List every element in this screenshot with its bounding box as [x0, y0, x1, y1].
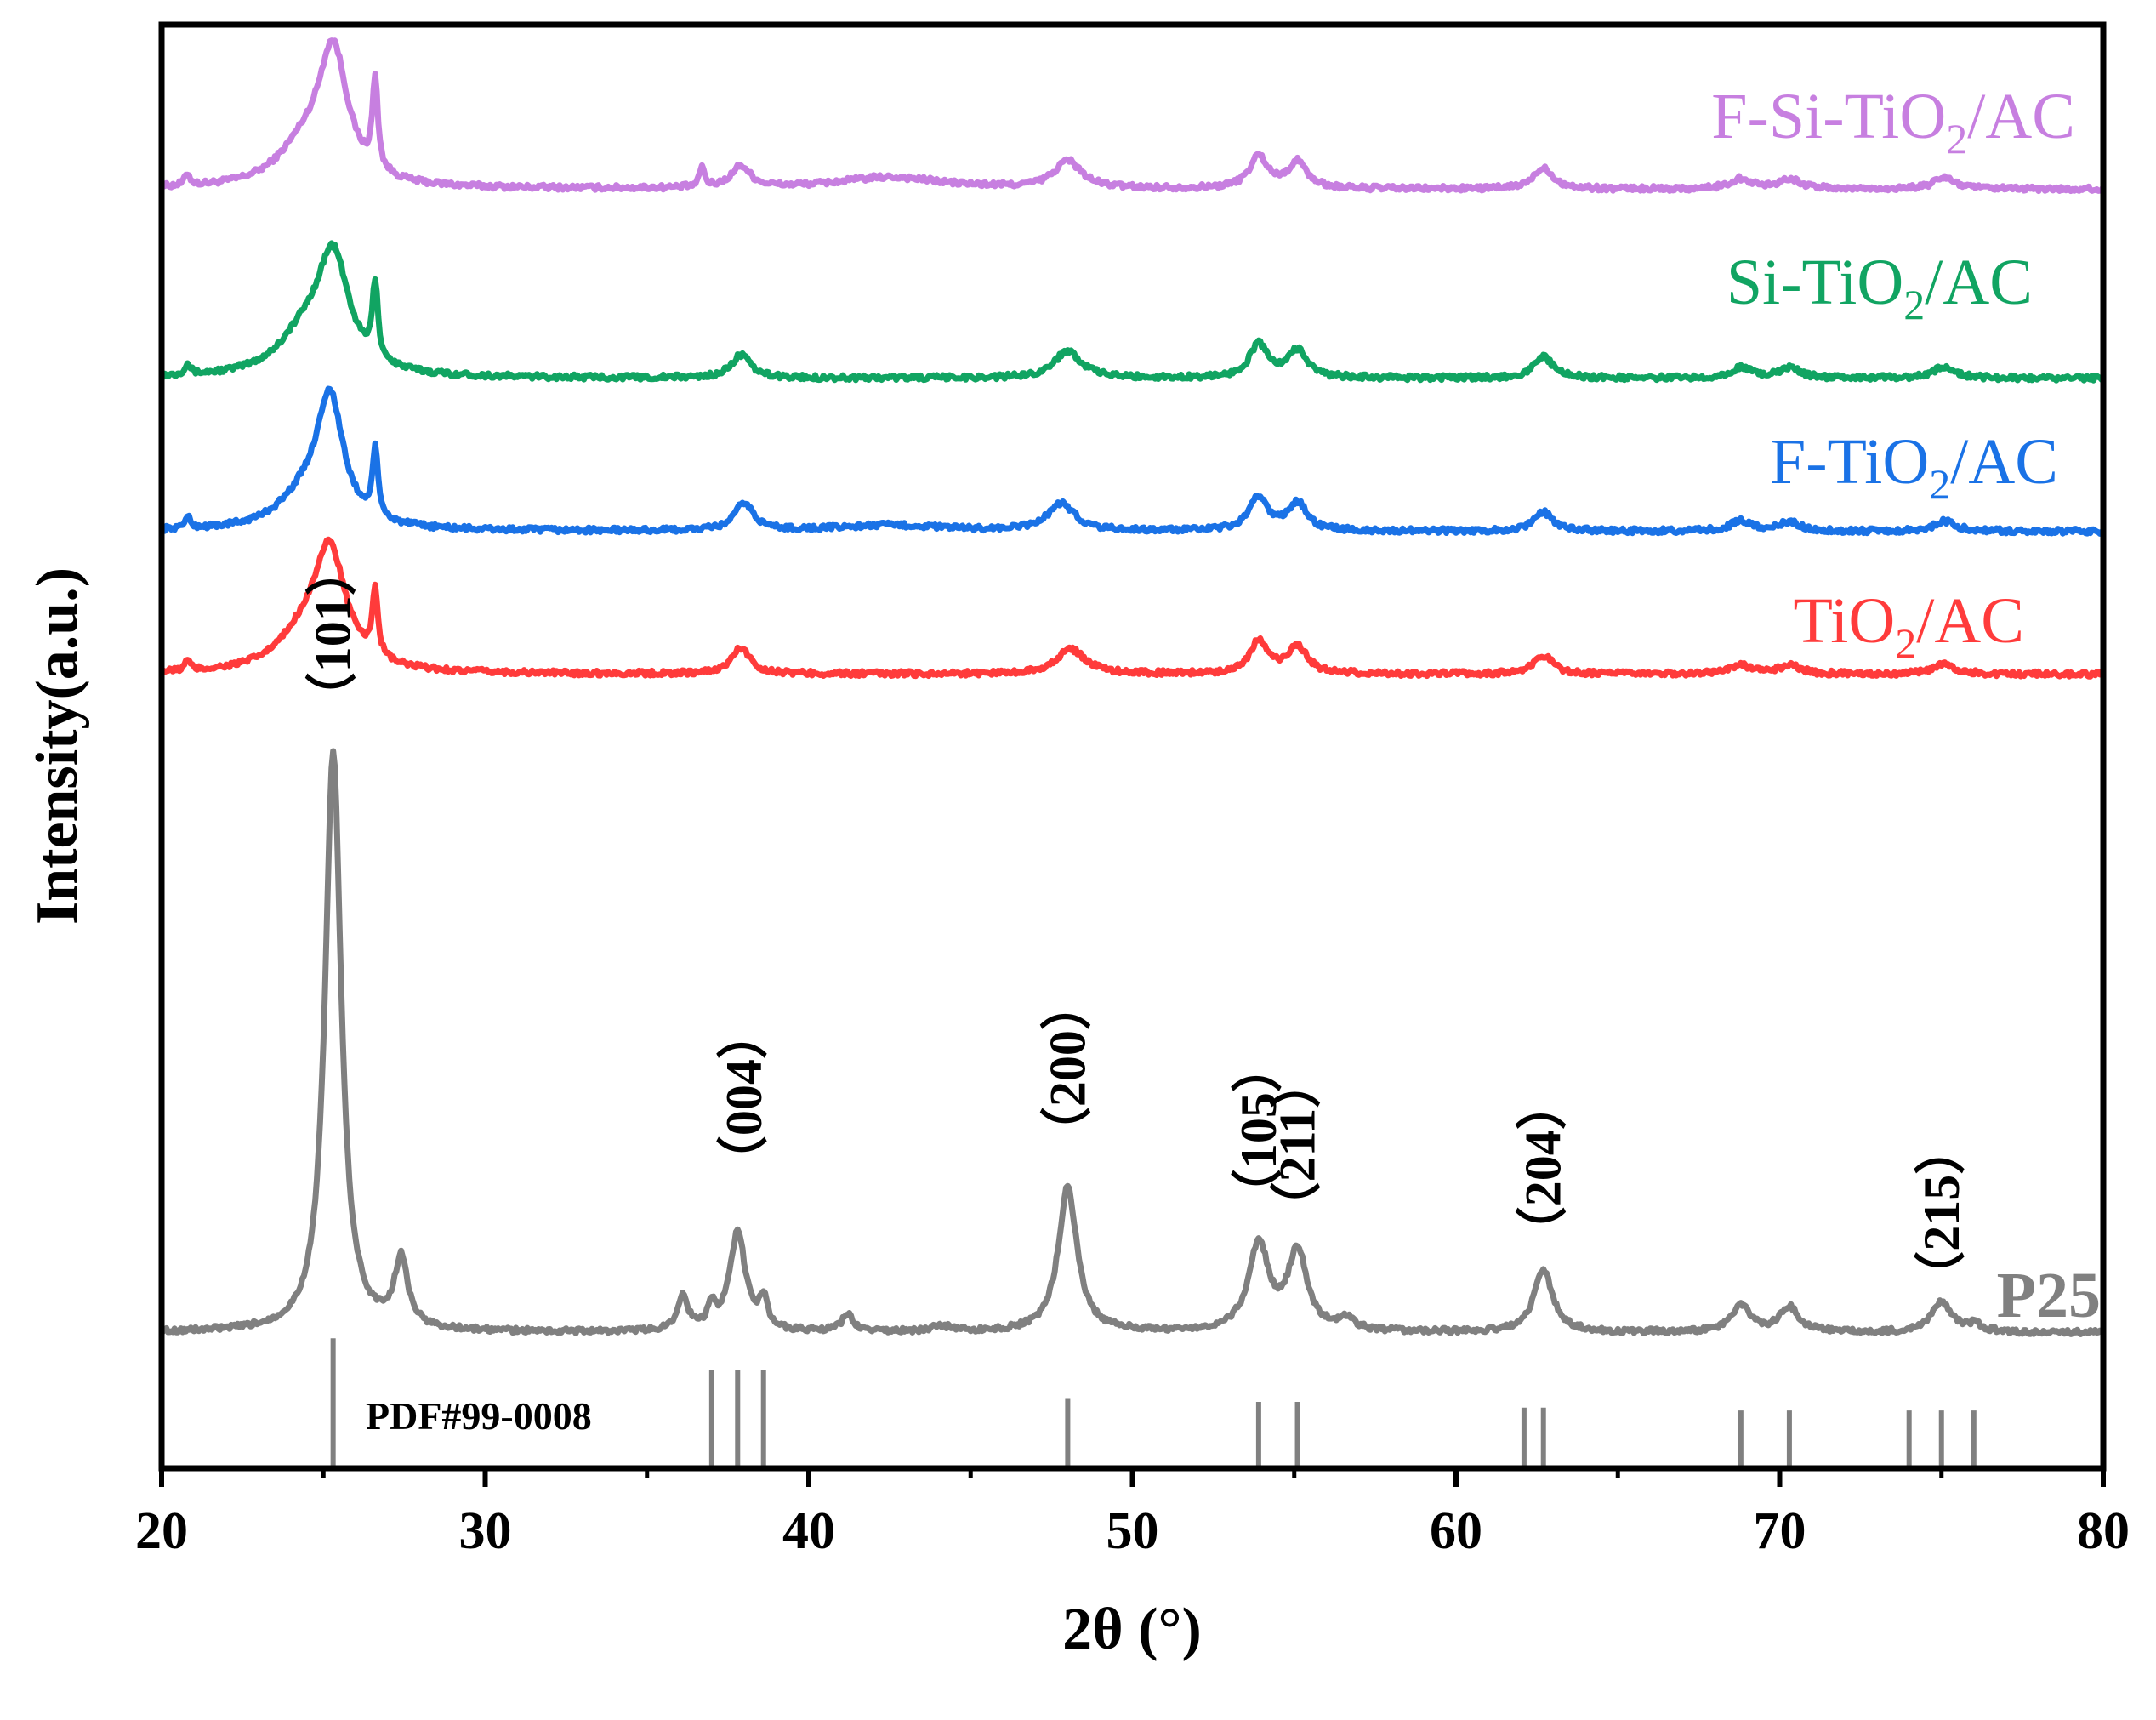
series-line-4: [159, 748, 2105, 1337]
x-tick-label-70: 70: [1754, 1502, 1806, 1560]
series-label-main: TiO: [1794, 585, 1896, 657]
series-label-tail: /AC: [1967, 81, 2075, 152]
series-label-sub: 2: [1929, 460, 1950, 508]
series-label-main: F-TiO: [1770, 426, 1929, 498]
series-line-3: [158, 536, 2107, 680]
series-label-sub: 2: [1903, 281, 1925, 328]
x-axis: 20 30 40 50 60 70 80: [135, 1468, 2130, 1560]
peak-annotation-3: （105）: [1230, 1041, 1287, 1220]
series-line-1: [160, 240, 2105, 384]
series-label-4: P25: [1997, 1260, 2101, 1331]
series-line-2: [158, 385, 2107, 537]
series-label-1: Si-TiO2/AC: [1727, 247, 2033, 328]
peak-annotation-0: （101）: [304, 544, 361, 723]
x-tick-label-20: 20: [135, 1502, 188, 1560]
x-axis-title: 2θ (°): [1062, 1597, 1202, 1662]
series-label-sub: 2: [1895, 619, 1916, 667]
x-tick-label-30: 30: [459, 1502, 512, 1560]
series-label-main: Si-TiO: [1727, 247, 1903, 318]
x-tick-label-50: 50: [1106, 1502, 1159, 1560]
reference-label: PDF#99-0008: [366, 1394, 592, 1438]
x-tick-label-60: 60: [1430, 1502, 1482, 1560]
series-label-0: F-Si-TiO2/AC: [1711, 81, 2075, 162]
plot-frame: [158, 21, 2107, 1472]
series-label-tail: /AC: [1925, 247, 2033, 318]
reference-pattern: PDF#99-0008: [330, 1338, 1977, 1468]
series-label-tail: /AC: [1950, 426, 2058, 498]
peak-annotation-4: （211）: [1269, 1057, 1326, 1233]
peak-annotation-1: （004）: [715, 1008, 772, 1187]
x-tick-label-40: 40: [782, 1502, 835, 1560]
series-label-tail: /AC: [1916, 585, 2024, 657]
y-axis-title: Intensity(a.u.): [25, 567, 90, 925]
peak-annotation-5: （204）: [1515, 1079, 1572, 1257]
series-label-main: F-Si-TiO: [1711, 81, 1946, 152]
peak-annotation-6: （215）: [1913, 1124, 1970, 1302]
series-label-sub: 2: [1946, 115, 1967, 162]
peak-annotations: （101） （004） （200） （105）（211） （204） （215）: [304, 544, 1970, 1302]
x-tick-label-80: 80: [2077, 1502, 2130, 1560]
series-layer: [158, 37, 2107, 1337]
series-label-3: TiO2/AC: [1794, 585, 2024, 667]
series-label-main: P25: [1997, 1260, 2101, 1331]
peak-annotation-2: （200）: [1038, 979, 1095, 1158]
series-label-2: F-TiO2/AC: [1770, 426, 2058, 508]
series-labels: F-Si-TiO2/ACSi-TiO2/ACF-TiO2/ACTiO2/ACP2…: [1711, 81, 2101, 1331]
series-line-0: [159, 37, 2106, 195]
